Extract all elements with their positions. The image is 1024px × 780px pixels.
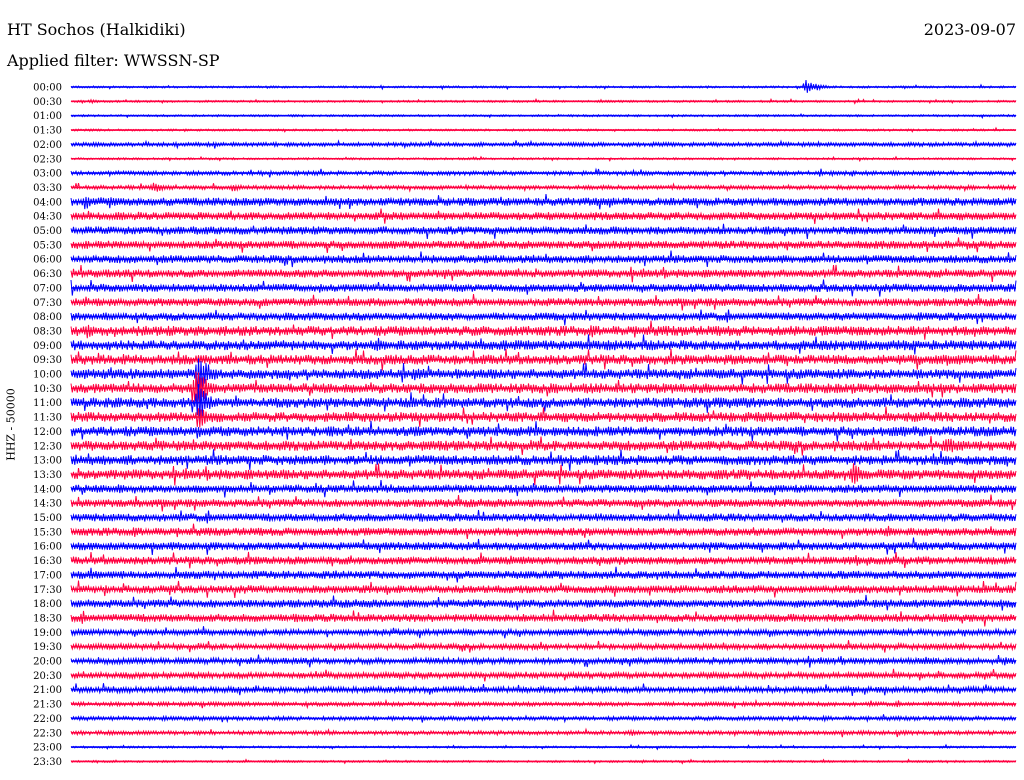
row-time-label: 05:30 [33, 240, 62, 251]
row-time-label: 22:30 [33, 728, 62, 739]
seismic-trace-0730 [70, 294, 1017, 311]
seismic-trace-0830 [70, 320, 1017, 340]
seismic-trace-1900 [70, 626, 1017, 639]
row-time-label: 22:00 [33, 714, 62, 725]
row-time-label: 03:00 [33, 169, 62, 180]
seismic-trace-1830 [70, 609, 1017, 627]
seismic-trace-1400 [70, 480, 1017, 498]
seismic-trace-1730 [70, 580, 1017, 598]
row-time-label: 04:30 [33, 212, 62, 223]
seismic-trace-1600 [70, 537, 1017, 555]
row-time-label: 02:00 [33, 140, 62, 151]
row-time-label: 07:00 [33, 283, 62, 294]
row-time-label: 15:30 [33, 527, 62, 538]
seismic-trace-1000 [70, 358, 1017, 397]
row-time-label: 12:30 [33, 441, 62, 452]
row-time-label: 05:00 [33, 226, 62, 237]
row-time-label: 19:00 [33, 628, 62, 639]
row-time-label: 07:30 [33, 298, 62, 309]
row-time-label: 09:30 [33, 355, 62, 366]
row-time-label: 08:00 [33, 312, 62, 323]
seismic-trace-0930 [70, 348, 1017, 371]
row-time-label: 20:30 [33, 671, 62, 682]
row-time-label: 01:30 [33, 126, 62, 137]
seismic-trace-2200 [70, 714, 1017, 724]
seismic-trace-0330 [70, 182, 1017, 193]
row-time-label: 14:00 [33, 484, 62, 495]
row-time-label: 11:30 [33, 413, 62, 424]
seismic-trace-1330 [70, 463, 1017, 486]
seismic-trace-1100 [70, 383, 1017, 420]
row-time-label: 03:30 [33, 183, 62, 194]
seismic-trace-0900 [70, 334, 1017, 355]
seismic-trace-0500 [70, 223, 1017, 239]
row-time-label: 10:00 [33, 370, 62, 381]
record-date: 2023-09-07 [923, 20, 1016, 39]
seismic-trace-2030 [70, 668, 1017, 682]
seismic-trace-2000 [70, 654, 1017, 668]
row-time-label: 18:00 [33, 599, 62, 610]
seismic-trace-1500 [70, 509, 1017, 524]
row-time-label: 16:00 [33, 542, 62, 553]
row-time-label: 13:00 [33, 456, 62, 467]
row-time-label: 14:30 [33, 499, 62, 510]
seismic-trace-0630 [70, 264, 1017, 283]
seismic-trace-1230 [70, 436, 1017, 456]
seismic-trace-0530 [70, 237, 1017, 253]
row-time-label: 06:30 [33, 269, 62, 280]
row-time-label: 00:30 [33, 97, 62, 108]
seismic-trace-1130 [70, 406, 1017, 428]
row-time-label: 19:30 [33, 642, 62, 653]
row-time-label: 09:00 [33, 341, 62, 352]
row-time-label: 16:30 [33, 556, 62, 567]
seismic-trace-1200 [70, 420, 1017, 442]
seismic-trace-1630 [70, 551, 1017, 569]
seismic-trace-0800 [70, 309, 1017, 326]
row-time-label: 23:00 [33, 743, 62, 754]
row-time-label: 12:00 [33, 427, 62, 438]
row-time-label: 06:00 [33, 255, 62, 266]
seismic-trace-2100 [70, 683, 1017, 696]
seismic-trace-1930 [70, 640, 1017, 653]
seismic-trace-0700 [70, 279, 1017, 297]
row-time-label: 08:30 [33, 326, 62, 337]
row-time-label: 23:30 [33, 757, 62, 768]
seismic-trace-0430 [70, 208, 1017, 225]
row-time-label: 18:30 [33, 613, 62, 624]
seismic-trace-1530 [70, 523, 1017, 539]
row-time-label: 02:30 [33, 154, 62, 165]
row-time-label: 01:00 [33, 111, 62, 122]
row-time-label: 17:00 [33, 570, 62, 581]
row-time-label: 17:30 [33, 585, 62, 596]
row-time-label: 20:00 [33, 657, 62, 668]
seismic-trace-1700 [70, 566, 1017, 583]
seismic-trace-0600 [70, 250, 1017, 268]
row-time-label: 04:00 [33, 197, 62, 208]
row-time-label: 21:30 [33, 700, 62, 711]
seismic-trace-1800 [70, 594, 1017, 611]
seismic-trace-1300 [70, 449, 1017, 471]
seismic-trace-1430 [70, 494, 1017, 512]
row-time-label: 00:00 [33, 83, 62, 94]
row-time-label: 11:00 [33, 398, 62, 409]
row-time-label: 13:30 [33, 470, 62, 481]
row-time-label: 10:30 [33, 384, 62, 395]
filter-label: Applied filter: WWSSN-SP [7, 51, 220, 70]
row-time-label: 21:00 [33, 685, 62, 696]
seismic-trace-0400 [70, 194, 1017, 210]
station-title: HT Sochos (Halkidiki) [7, 20, 186, 39]
seismic-trace-1030 [70, 371, 1017, 406]
row-time-label: 15:00 [33, 513, 62, 524]
